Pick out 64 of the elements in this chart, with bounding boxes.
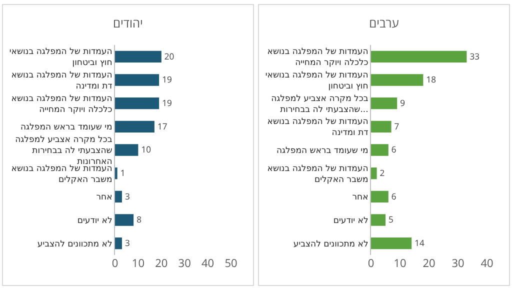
data-label: 7 (394, 120, 400, 132)
chart-title: ערבים (369, 14, 399, 32)
data-label: 17 (157, 120, 168, 132)
data-label: 33 (470, 50, 480, 62)
y-tick-label: מי שעומד בראש המפלגה (20, 122, 112, 133)
bar (115, 50, 162, 62)
y-tick-label: העמדות של המפלגה בנושאי חוץ וביטחון (9, 47, 112, 68)
y-tick-label: העמדות של המפלגה בנושא משבר האקלים (267, 164, 368, 185)
bar (371, 168, 377, 180)
y-tick-label: העמדות של המפלגה בנושאי חוץ וביטחון (265, 70, 368, 92)
x-tick-label: 40 (202, 256, 214, 271)
bar (115, 144, 138, 156)
data-label: 8 (136, 214, 142, 226)
bar (115, 214, 134, 226)
data-label: 9 (400, 97, 406, 110)
y-tick-label: העמדות של המפלגה בנושא דת ומדינה (267, 117, 369, 138)
y-tick-label: לא יודעים (77, 216, 112, 226)
data-label: 5 (388, 214, 394, 226)
bar (115, 120, 154, 132)
y-tick-label: לא מתכוונים להצביע (37, 239, 112, 250)
bar (115, 190, 122, 202)
data-label: 14 (414, 237, 424, 250)
bar (115, 98, 160, 110)
x-tick-label: 30 (452, 256, 464, 271)
x-tick-label: 10 (132, 256, 144, 271)
bar (371, 120, 392, 132)
bar (371, 98, 398, 110)
data-label: 6 (391, 190, 396, 202)
x-tick-label: 10 (394, 256, 406, 271)
x-tick-label: 0 (112, 256, 118, 271)
x-tick-label: 40 (480, 256, 494, 271)
x-tick-label: 50 (224, 256, 238, 271)
data-label: 20 (164, 50, 174, 62)
y-tick-label: לא יודעים (333, 216, 368, 226)
x-tick-label: 0 (368, 256, 374, 271)
x-tick-label: 30 (178, 256, 191, 271)
bar (371, 214, 386, 226)
y-tick-label: אחר (352, 192, 368, 203)
data-label: 3 (124, 190, 130, 202)
chart-title: יהודים (113, 14, 143, 32)
y-tick-label: אחר (96, 192, 112, 203)
bar (371, 50, 467, 62)
y-tick-label: בכל מקרה אצביע למפלגה שהצבעתי לה בבחירות... (271, 94, 368, 115)
x-tick-label: 20 (422, 256, 436, 271)
bar (371, 238, 412, 250)
data-label: 6 (391, 144, 396, 156)
data-label: 10 (141, 144, 152, 156)
bar (115, 74, 160, 86)
bar (371, 74, 424, 86)
data-label: 1 (120, 167, 126, 180)
y-tick-label: מי שעומד בראש המפלגה (276, 146, 368, 156)
data-label: 2 (380, 167, 385, 180)
data-label: 19 (162, 74, 172, 86)
bar (371, 190, 388, 202)
y-tick-label: העמדות של המפלגה בנושא דת ומדינה (11, 70, 113, 92)
data-label: 18 (426, 74, 436, 86)
data-label: 19 (162, 97, 172, 110)
bar (371, 144, 388, 156)
bar (115, 238, 122, 250)
y-tick-label: לא מתכוונים להצביע (293, 239, 368, 250)
data-label: 3 (124, 237, 130, 250)
y-tick-label: העמדות של המפלגה בנושא כלכלה ויוקר המחייה (267, 47, 369, 68)
y-tick-label: העמדות של המפלגה בנושא כלכלה ויוקר המחייה (11, 94, 113, 115)
x-tick-label: 20 (155, 256, 168, 271)
